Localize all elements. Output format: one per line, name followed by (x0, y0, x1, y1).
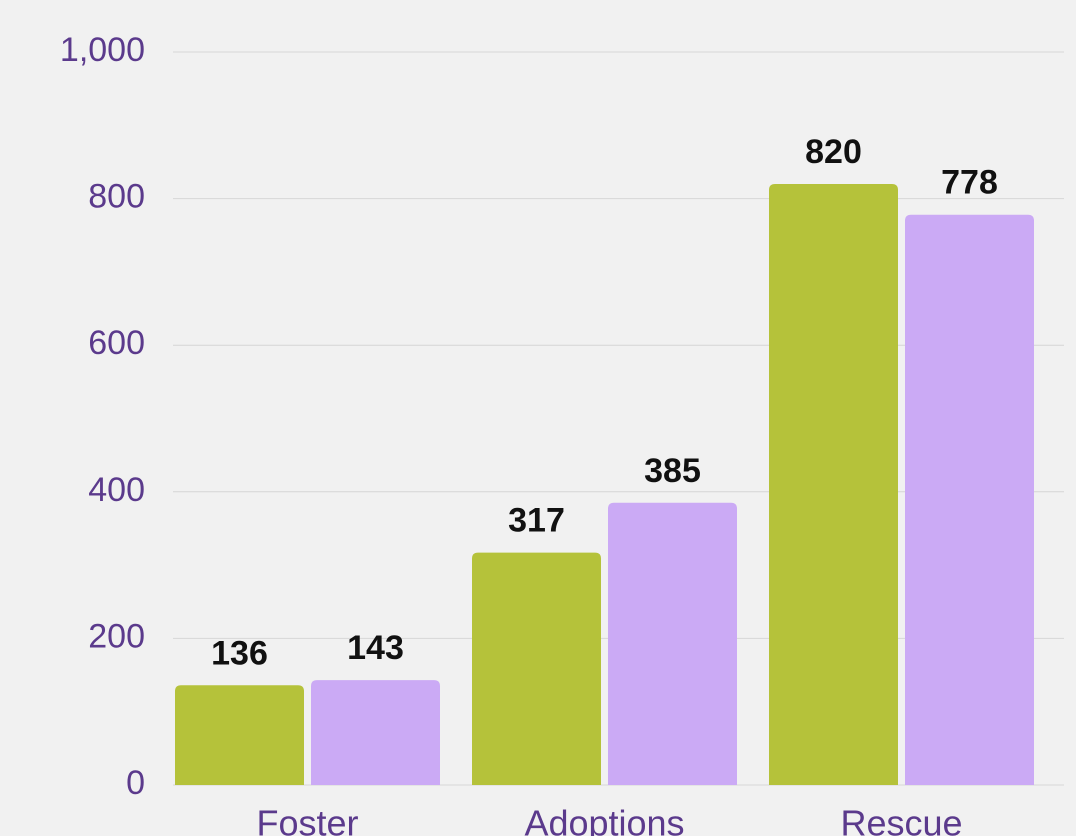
y-tick-label: 600 (88, 324, 145, 362)
bar (905, 214, 1034, 785)
value-label: 385 (644, 452, 701, 490)
y-tick-label: 400 (88, 471, 145, 509)
bar (311, 680, 440, 785)
y-tick-label: 200 (88, 617, 145, 655)
bar (608, 502, 737, 785)
value-label: 317 (508, 502, 565, 540)
bar (769, 183, 898, 785)
value-label: 136 (211, 634, 268, 672)
y-tick-label: 0 (126, 764, 145, 802)
y-tick-label: 1,000 (60, 31, 145, 69)
y-tick-label: 800 (88, 178, 145, 216)
bar (175, 685, 304, 785)
x-tick-label: Rescue (840, 803, 962, 836)
x-tick-label: Foster (256, 803, 358, 836)
value-label: 143 (347, 629, 404, 667)
x-tick-label: Adoptions (524, 803, 684, 836)
bar (472, 552, 601, 785)
value-label: 820 (805, 133, 862, 171)
value-label: 778 (941, 164, 998, 202)
